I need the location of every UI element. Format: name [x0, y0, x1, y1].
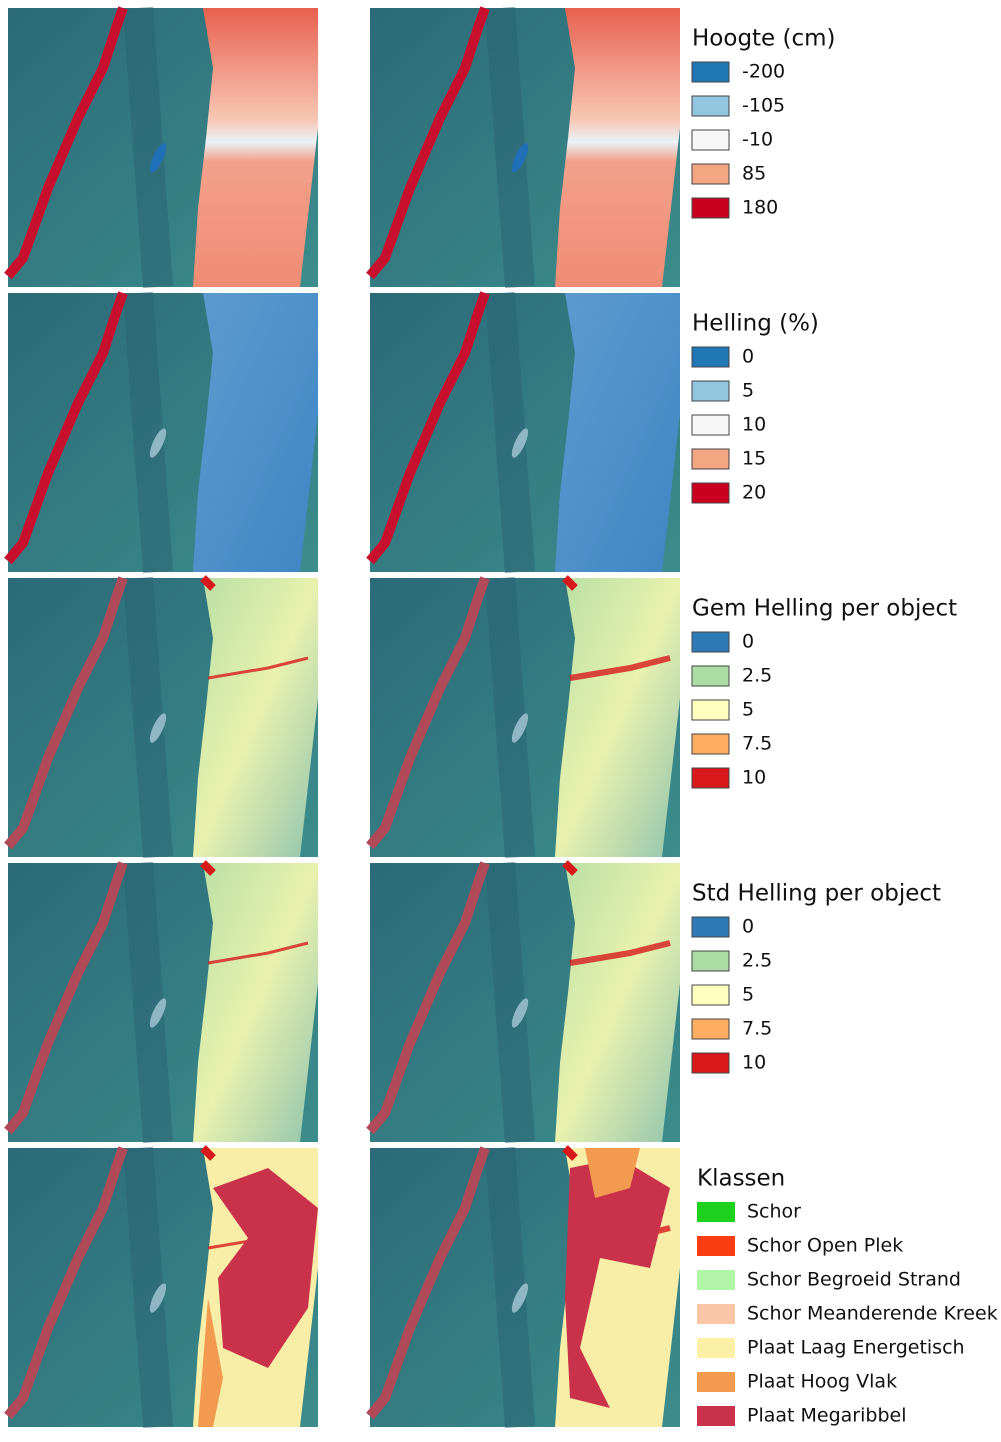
sandbank — [555, 8, 680, 287]
legend-title: Helling (%) — [692, 311, 819, 337]
sandbank — [193, 293, 318, 572]
legend-label: -105 — [742, 95, 785, 117]
legend-swatch — [697, 1304, 735, 1324]
map-panel — [370, 863, 680, 1142]
channel — [500, 863, 520, 1142]
legend-swatch — [692, 951, 729, 971]
legend-swatch — [697, 1406, 735, 1426]
legend-swatch — [697, 1202, 735, 1222]
legend-label: Schor Begroeid Strand — [747, 1269, 961, 1291]
legend-swatch — [692, 96, 729, 116]
legend-label: 85 — [742, 163, 766, 185]
legend-swatch — [692, 700, 729, 720]
legend-swatch — [692, 917, 729, 937]
legend-swatch — [697, 1372, 735, 1392]
legend-swatch — [692, 632, 729, 652]
map-panel — [8, 293, 318, 572]
legend-swatch — [692, 62, 729, 82]
legend-swatch — [697, 1270, 735, 1290]
sandbank — [193, 863, 318, 1142]
legend-title: Klassen — [697, 1166, 785, 1192]
legend-label: 7.5 — [742, 1018, 772, 1040]
map-panel — [370, 578, 680, 857]
legend-label: 0 — [742, 346, 754, 368]
legend-swatch — [692, 483, 729, 503]
legend-label: Plaat Megaribbel — [747, 1405, 906, 1427]
legend-swatch — [692, 1019, 729, 1039]
legend-title: Std Helling per object — [692, 881, 941, 907]
legend-swatch — [692, 415, 729, 435]
map-panel — [370, 8, 680, 287]
map-panel — [8, 1148, 318, 1427]
legend-label: 15 — [742, 448, 766, 470]
channel — [500, 1148, 520, 1427]
map-panel — [8, 578, 318, 857]
channel — [138, 293, 158, 572]
legend-title: Gem Helling per object — [692, 596, 957, 622]
legend-label: 0 — [742, 916, 754, 938]
legend-swatch — [692, 381, 729, 401]
legend-label: -200 — [742, 61, 785, 83]
channel — [138, 863, 158, 1142]
legend-swatch — [692, 449, 729, 469]
channel — [500, 293, 520, 572]
channel — [138, 578, 158, 857]
channel — [138, 8, 158, 287]
legend-label: 7.5 — [742, 733, 772, 755]
channel — [138, 1148, 158, 1427]
legend-swatch — [692, 768, 729, 788]
legend-swatch — [692, 985, 729, 1005]
sandbank — [555, 293, 680, 572]
legend-title: Hoogte (cm) — [692, 26, 836, 52]
legend-label: Schor Meanderende Kreek — [747, 1303, 998, 1325]
legend-label: Plaat Laag Energetisch — [747, 1337, 965, 1359]
legend-label: 10 — [742, 1052, 766, 1074]
legend-label: 0 — [742, 631, 754, 653]
legend-label: 5 — [742, 380, 754, 402]
legend-label: 10 — [742, 767, 766, 789]
legend-label: 5 — [742, 984, 754, 1006]
sandbank — [193, 8, 318, 287]
legend-swatch — [692, 130, 729, 150]
legend-label: Schor — [747, 1201, 801, 1223]
map-panel — [8, 863, 318, 1142]
legend-label: 5 — [742, 699, 754, 721]
sandbank — [555, 863, 680, 1142]
map-panel — [8, 8, 318, 287]
legend-label: -10 — [742, 129, 773, 151]
legend-swatch — [692, 666, 729, 686]
legend-swatch — [692, 164, 729, 184]
map-panel — [370, 1148, 680, 1427]
legend-swatch — [692, 1053, 729, 1073]
legend-swatch — [692, 347, 729, 367]
legend-swatch — [692, 198, 729, 218]
channel — [500, 8, 520, 287]
legend-label: Schor Open Plek — [747, 1235, 903, 1257]
legend-label: 20 — [742, 482, 766, 504]
legend-label: 180 — [742, 197, 778, 219]
legend-label: Plaat Hoog Vlak — [747, 1371, 897, 1393]
sandbank — [193, 578, 318, 857]
channel — [500, 578, 520, 857]
legend-swatch — [697, 1338, 735, 1358]
legend-label: 2.5 — [742, 665, 772, 687]
figure: Hoogte (cm) -200 -105 -10 85 180 Helling (%) 0 5… — [0, 0, 1001, 1438]
legend-swatch — [697, 1236, 735, 1256]
legend-label: 2.5 — [742, 950, 772, 972]
map-panel — [370, 293, 680, 572]
legend-swatch — [692, 734, 729, 754]
legend-label: 10 — [742, 414, 766, 436]
sandbank — [555, 578, 680, 857]
